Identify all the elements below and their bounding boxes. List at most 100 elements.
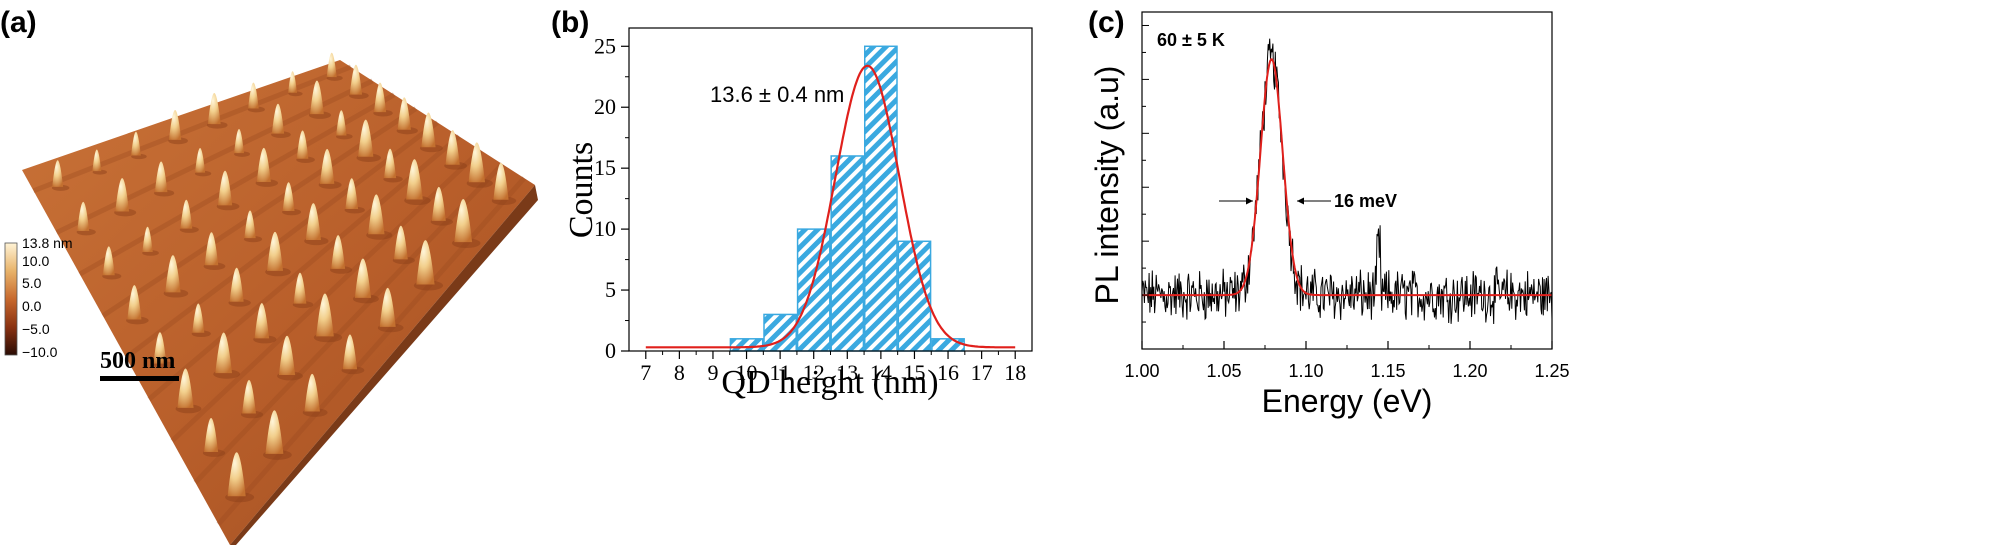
- afm-peak: [254, 303, 270, 339]
- afm-peak: [153, 332, 167, 364]
- afm-peak: [92, 149, 102, 172]
- fit-annotation: 13.6 ± 0.4 nm: [710, 82, 844, 107]
- afm-peak: [342, 334, 358, 370]
- x-tick-label: 11: [770, 360, 791, 385]
- afm-ripple: [216, 176, 527, 526]
- afm-peak: [229, 267, 244, 302]
- afm-peak: [282, 182, 295, 212]
- x-tick-label: 1.20: [1452, 361, 1487, 381]
- panel-c-pl-spectrum: (c) 1.00 1.05 1.10 1.15 1.20 1.25 60 ± 5 K 16…: [1088, 6, 1570, 419]
- x-tick-label: 8: [674, 360, 685, 385]
- y-axis-ticks: 0 5 10 15 20 25: [594, 33, 629, 363]
- afm-peak: [127, 285, 142, 320]
- afm-peak: [180, 199, 193, 229]
- afm-peak: [345, 178, 359, 210]
- afm-peak: [326, 52, 337, 78]
- afm-peak: [204, 232, 219, 266]
- afm-ripple: [147, 134, 461, 402]
- afm-peak: [271, 103, 285, 134]
- colorbar-tick-label: 10.0: [22, 253, 49, 269]
- panel-c-label: (c): [1088, 6, 1125, 39]
- afm-peaks: [51, 52, 517, 503]
- y-axis-title: Counts: [563, 142, 600, 238]
- afm-ripple: [32, 64, 352, 194]
- x-tick-label: 9: [707, 360, 718, 385]
- afm-peak: [305, 203, 321, 240]
- colorbar-tick-label: −5.0: [22, 321, 50, 337]
- x-tick-label: 16: [937, 360, 959, 385]
- gaussian-fit-curve: [645, 64, 1016, 349]
- afm-peak: [177, 368, 194, 408]
- afm-surface-side: [230, 185, 538, 545]
- histogram-bar: [796, 228, 831, 352]
- afm-peak: [52, 160, 64, 187]
- colorbar-tick-label: −10.0: [22, 344, 58, 360]
- afm-peak: [445, 130, 460, 165]
- afm-peak: [77, 201, 90, 232]
- afm-peak: [154, 161, 168, 193]
- histogram-bar: [931, 338, 965, 352]
- histogram-bar: [864, 45, 898, 352]
- scale-bar-label: 500 nm: [100, 348, 175, 374]
- x-tick-label: 1.25: [1534, 361, 1569, 381]
- afm-peak: [421, 112, 436, 148]
- y-tick-label: 5: [605, 277, 616, 302]
- afm-peak: [215, 332, 233, 374]
- afm-peak: [296, 130, 309, 159]
- afm-peak: [192, 303, 205, 333]
- afm-peak: [168, 109, 182, 140]
- afm-peak: [195, 147, 206, 173]
- x-tick-label: 17: [971, 360, 993, 385]
- afm-peak: [384, 148, 397, 179]
- panel-a-afm-image: (a) 13.8 nm 10.0 5.0 0.0 −5.0 −10.0 500 …: [0, 6, 538, 545]
- afm-peak: [242, 379, 256, 414]
- afm-peak: [131, 131, 141, 156]
- afm-peak: [265, 410, 284, 454]
- afm-peak: [336, 110, 347, 136]
- x-tick-label: 12: [803, 360, 825, 385]
- afm-peak: [454, 198, 473, 243]
- afm-peak: [256, 147, 271, 183]
- x-tick-label: 7: [640, 360, 651, 385]
- y-axis-title: PL intensity (a.u): [1089, 66, 1125, 305]
- x-tick-label: 15: [903, 360, 925, 385]
- afm-peak: [406, 159, 423, 200]
- x-tick-label: 1.10: [1288, 361, 1323, 381]
- afm-peak: [493, 162, 509, 200]
- colorbar-tick-label: 0.0: [22, 298, 42, 314]
- afm-peak: [115, 178, 130, 212]
- afm-peak: [331, 235, 346, 269]
- y-tick-label: 20: [594, 94, 616, 119]
- afm-peak: [431, 186, 446, 221]
- afm-peak: [234, 128, 244, 154]
- afm-peak: [142, 226, 153, 252]
- x-axis-title: QD height (nm): [721, 364, 938, 401]
- afm-peak: [358, 119, 374, 157]
- afm-peak: [288, 71, 297, 93]
- scale-bar: [100, 376, 179, 381]
- panel-a-label: (a): [0, 6, 37, 39]
- x-axis-ticks: 7 8 9 10 11 12 13 14 15 16 17 18: [640, 351, 1026, 385]
- colorbar-max-label: 13.8 nm: [22, 235, 73, 251]
- x-tick-label: 14: [870, 360, 892, 385]
- histogram-bar: [729, 338, 764, 352]
- afm-peak: [373, 82, 387, 113]
- afm-peak: [207, 92, 221, 125]
- afm-peak: [416, 240, 435, 285]
- panel-b-histogram: (b) 13.6 ± 0.4 nm 7 8 9 10 11 12 13 14 15 16 17 18 …: [551, 6, 1033, 401]
- colorbar-tick-label: 5.0: [22, 275, 42, 291]
- fwhm-label: 16 meV: [1334, 191, 1397, 211]
- afm-peak: [354, 258, 372, 298]
- x-tick-label: 18: [1004, 360, 1026, 385]
- afm-peak: [304, 373, 320, 412]
- x-axis-title: Energy (eV): [1262, 383, 1433, 419]
- afm-peak: [349, 64, 363, 95]
- temperature-label: 60 ± 5 K: [1157, 30, 1225, 50]
- gaussian-fit-curve: [1142, 58, 1552, 297]
- afm-peak: [397, 97, 411, 130]
- y-tick-label: 10: [594, 216, 616, 241]
- x-tick-label: 1.05: [1206, 361, 1241, 381]
- pl-spectrum-line: [1141, 38, 1553, 325]
- afm-peak: [316, 293, 334, 337]
